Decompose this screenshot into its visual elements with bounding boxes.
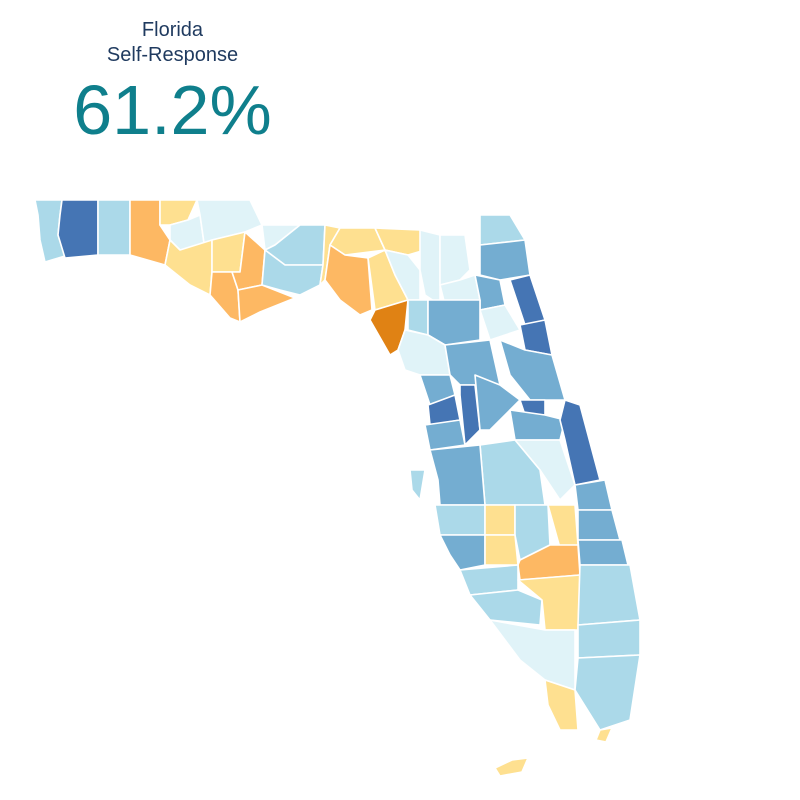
county-region[interactable] [444, 339, 501, 386]
county-region[interactable] [427, 299, 481, 346]
county-region[interactable] [409, 469, 426, 501]
county-region[interactable] [324, 244, 373, 316]
county-region[interactable] [479, 304, 521, 341]
county-region[interactable] [577, 539, 629, 566]
summary-header: Florida Self-Response 61.2% [60, 18, 285, 150]
county-region[interactable] [424, 419, 466, 451]
county-region[interactable] [429, 444, 486, 506]
county-region[interactable] [547, 504, 579, 549]
county-region[interactable] [459, 384, 481, 446]
county-region[interactable] [439, 534, 486, 571]
county-region[interactable] [469, 589, 543, 626]
county-region[interactable] [484, 534, 519, 566]
county-region[interactable] [329, 227, 386, 256]
county-region[interactable] [577, 564, 641, 626]
county-region[interactable] [494, 757, 529, 777]
county-region[interactable] [419, 229, 441, 306]
county-region[interactable] [574, 479, 613, 511]
state-name: Florida [141, 19, 204, 41]
county-region[interactable] [544, 679, 579, 731]
county-region[interactable] [164, 239, 213, 296]
county-region[interactable] [261, 249, 324, 296]
county-region[interactable] [509, 274, 546, 326]
county-region[interactable] [407, 299, 429, 336]
county-region[interactable] [484, 504, 516, 536]
county-region[interactable] [574, 654, 641, 731]
county-region[interactable] [479, 239, 531, 281]
county-region[interactable] [97, 199, 131, 256]
county-region[interactable] [237, 284, 296, 323]
metric-label: Self-Response [106, 44, 239, 66]
county-region[interactable] [489, 619, 576, 691]
self-response-rate: 61.2% [73, 71, 272, 149]
county-region[interactable] [595, 727, 613, 743]
county-region[interactable] [577, 619, 641, 659]
county-region[interactable] [434, 504, 486, 536]
county-region[interactable] [439, 234, 471, 286]
county-region[interactable] [509, 409, 566, 441]
county-region[interactable] [57, 199, 99, 259]
county-region[interactable] [577, 509, 621, 541]
county-region[interactable] [374, 227, 426, 256]
